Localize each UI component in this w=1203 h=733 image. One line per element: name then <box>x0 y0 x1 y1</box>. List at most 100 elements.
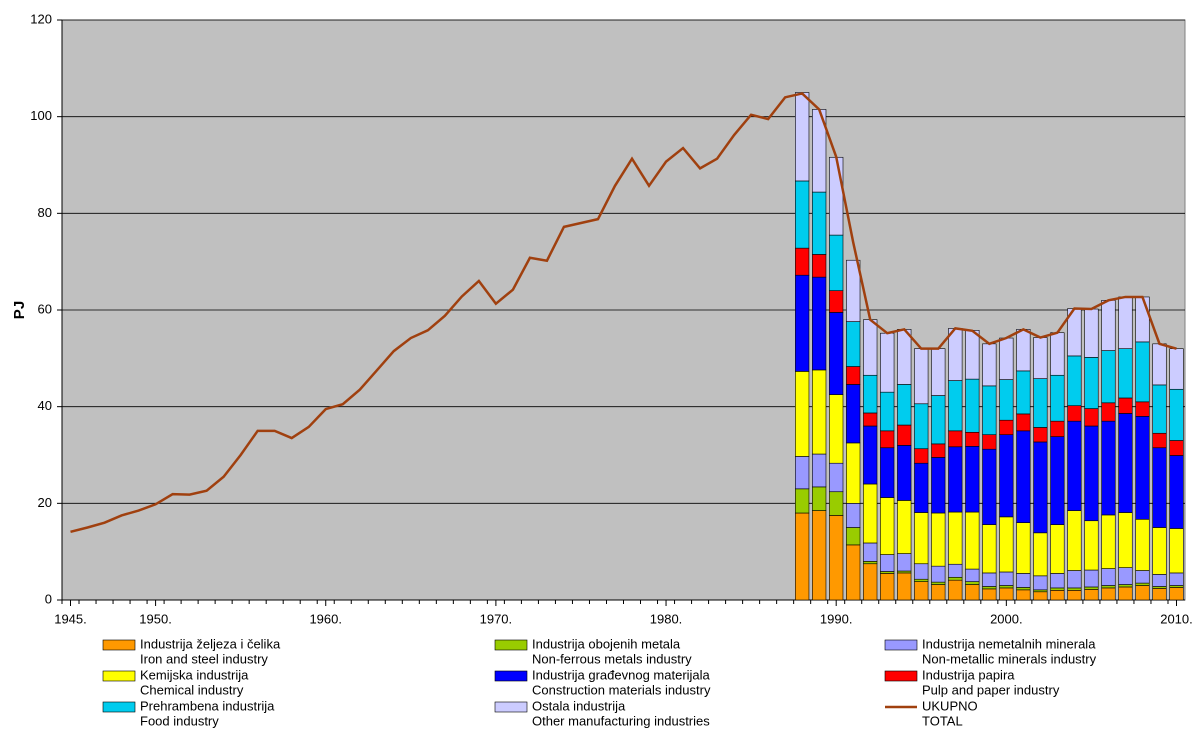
bar-segment <box>863 374 878 414</box>
bar-segment <box>829 290 844 313</box>
bar-segment <box>982 524 997 574</box>
bar-segment <box>846 544 861 601</box>
bar-segment <box>931 584 946 601</box>
bar-segment <box>982 343 997 387</box>
bar-segment <box>1033 427 1048 443</box>
legend-label: Prehrambena industrija <box>140 698 275 713</box>
bar-segment <box>1169 572 1184 586</box>
bar-segment <box>795 247 810 276</box>
bar-segment <box>1118 584 1133 588</box>
bar-segment <box>1084 569 1099 588</box>
bar-segment <box>880 573 895 601</box>
bar-segment <box>1067 587 1082 591</box>
bar-segment <box>1118 512 1133 568</box>
bar-segment <box>846 527 861 546</box>
bar-segment <box>1050 524 1065 574</box>
bar-segment <box>1101 350 1116 404</box>
bar-segment <box>812 486 827 511</box>
bar-segment <box>863 563 878 601</box>
bar-segment <box>1084 586 1099 590</box>
legend-label: Industrija nemetalnih minerala <box>922 636 1096 651</box>
legend-label: Food industry <box>140 713 219 728</box>
bar-segment <box>999 379 1014 421</box>
bar-segment <box>931 348 946 396</box>
bar-segment <box>897 500 912 554</box>
bar-segment <box>1084 520 1099 571</box>
x-tick-label: 1945. <box>54 611 87 626</box>
bar-segment <box>1152 588 1167 601</box>
y-tick-label: 20 <box>38 495 52 510</box>
bar-segment <box>982 448 997 525</box>
bar-segment <box>948 511 963 565</box>
bar-segment <box>999 516 1014 573</box>
bar-segment <box>1152 343 1167 386</box>
y-tick-label: 80 <box>38 205 52 220</box>
bar-segment <box>1033 532 1048 577</box>
legend-swatch <box>884 670 918 682</box>
bar-segment <box>999 419 1014 436</box>
bar-segment <box>1135 341 1150 403</box>
bar-segment <box>897 553 912 572</box>
bar-segment <box>1084 425 1099 522</box>
bar-segment <box>846 384 861 444</box>
bar-segment <box>965 511 980 570</box>
x-tick-label: 2000. <box>990 611 1023 626</box>
bar-segment <box>1169 388 1184 441</box>
bar-segment <box>795 488 810 514</box>
bar-segment <box>812 276 827 371</box>
legend-label: Iron and steel industry <box>140 651 268 666</box>
bar-segment <box>948 446 963 513</box>
bar-segment <box>965 329 980 380</box>
bar-segment <box>1067 420 1082 511</box>
legend-label: Industrija željeza i čelika <box>140 636 281 651</box>
bar-segment <box>1033 378 1048 428</box>
bar-segment <box>931 565 946 583</box>
bar-segment <box>795 512 810 601</box>
legend-label: Non-ferrous metals industry <box>532 651 692 666</box>
bar-segment <box>1152 432 1167 449</box>
bar-segment <box>982 385 997 435</box>
legend-label: Kemijska industrija <box>140 667 249 682</box>
bar-segment <box>982 434 997 450</box>
bar-segment <box>812 453 827 488</box>
bar-segment <box>914 462 929 513</box>
bar-segment <box>1135 585 1150 601</box>
legend-swatch <box>884 639 918 651</box>
bar-segment <box>880 391 895 432</box>
bar-segment <box>965 445 980 513</box>
bar-segment <box>931 443 946 458</box>
bar-segment <box>897 384 912 426</box>
bar-segment <box>846 366 861 385</box>
bar-segment <box>1033 591 1048 601</box>
bar-segment <box>999 585 1014 589</box>
bar-segment <box>829 462 844 493</box>
bar-segment <box>1101 420 1116 516</box>
bar-segment <box>948 576 963 581</box>
bar-segment <box>999 587 1014 601</box>
bar-segment <box>863 425 878 485</box>
bar-segment <box>1033 575 1048 591</box>
bar-segment <box>863 412 878 427</box>
bar-segment <box>1169 455 1184 529</box>
bar-segment <box>1101 402 1116 422</box>
bar-segment <box>931 512 946 567</box>
bar-segment <box>1118 397 1133 414</box>
bar-segment <box>1169 528 1184 574</box>
bar-segment <box>948 430 963 448</box>
bar-segment <box>1135 296 1150 343</box>
legend-label: Construction materials industry <box>532 682 711 697</box>
bar-segment <box>812 369 827 455</box>
bar-segment <box>863 483 878 544</box>
bar-segment <box>1050 332 1065 376</box>
bar-segment <box>1050 587 1065 591</box>
bar-segment <box>1118 296 1133 349</box>
x-tick-label: 1990. <box>820 611 853 626</box>
bar-segment <box>1016 413 1031 432</box>
bar-segment <box>1169 348 1184 390</box>
bar-segment <box>846 442 861 504</box>
bar-segment <box>1169 587 1184 601</box>
bar-segment <box>914 563 929 580</box>
bar-segment <box>914 578 929 582</box>
legend-label: Non-metallic minerals industry <box>922 651 1097 666</box>
bar-segment <box>914 348 929 405</box>
